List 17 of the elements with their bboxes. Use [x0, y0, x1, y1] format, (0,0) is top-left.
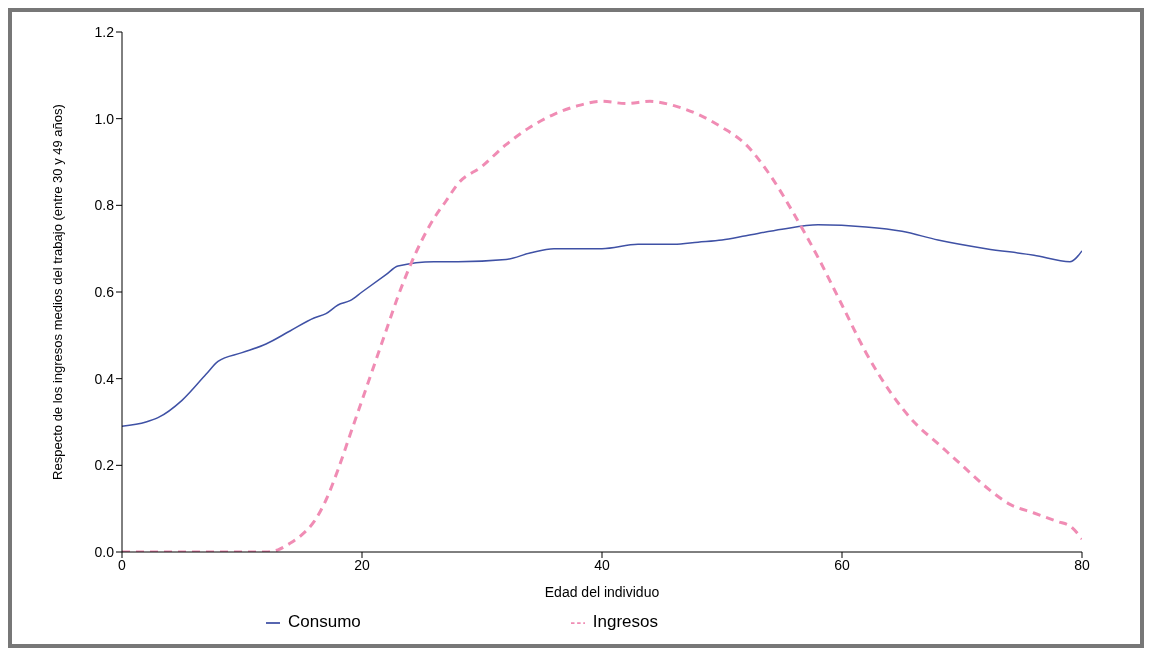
x-axis-title: Edad del individuo — [544, 584, 660, 600]
x-tick-label: 40 — [594, 556, 610, 573]
y-tick-label: 0.8 — [94, 197, 115, 214]
y-tick-label: 0.4 — [94, 370, 115, 387]
x-tick-label: 80 — [1074, 556, 1090, 573]
legend-label: Ingresos — [592, 612, 658, 631]
y-tick-label: 0.2 — [94, 457, 115, 474]
y-tick-label: 1.0 — [94, 110, 115, 127]
y-tick-label: 0.0 — [94, 543, 115, 560]
y-tick-label: 0.6 — [94, 283, 115, 300]
x-tick-label: 60 — [834, 556, 850, 573]
y-tick-label: 1.2 — [94, 23, 115, 40]
legend-label: Consumo — [288, 612, 361, 631]
y-axis-title: Respecto de los ingresos medios del trabajo (entre 30 y 49 años) — [49, 104, 65, 480]
x-tick-label: 20 — [354, 556, 370, 573]
x-tick-label: 0 — [118, 556, 127, 573]
line-series — [122, 224, 1082, 428]
